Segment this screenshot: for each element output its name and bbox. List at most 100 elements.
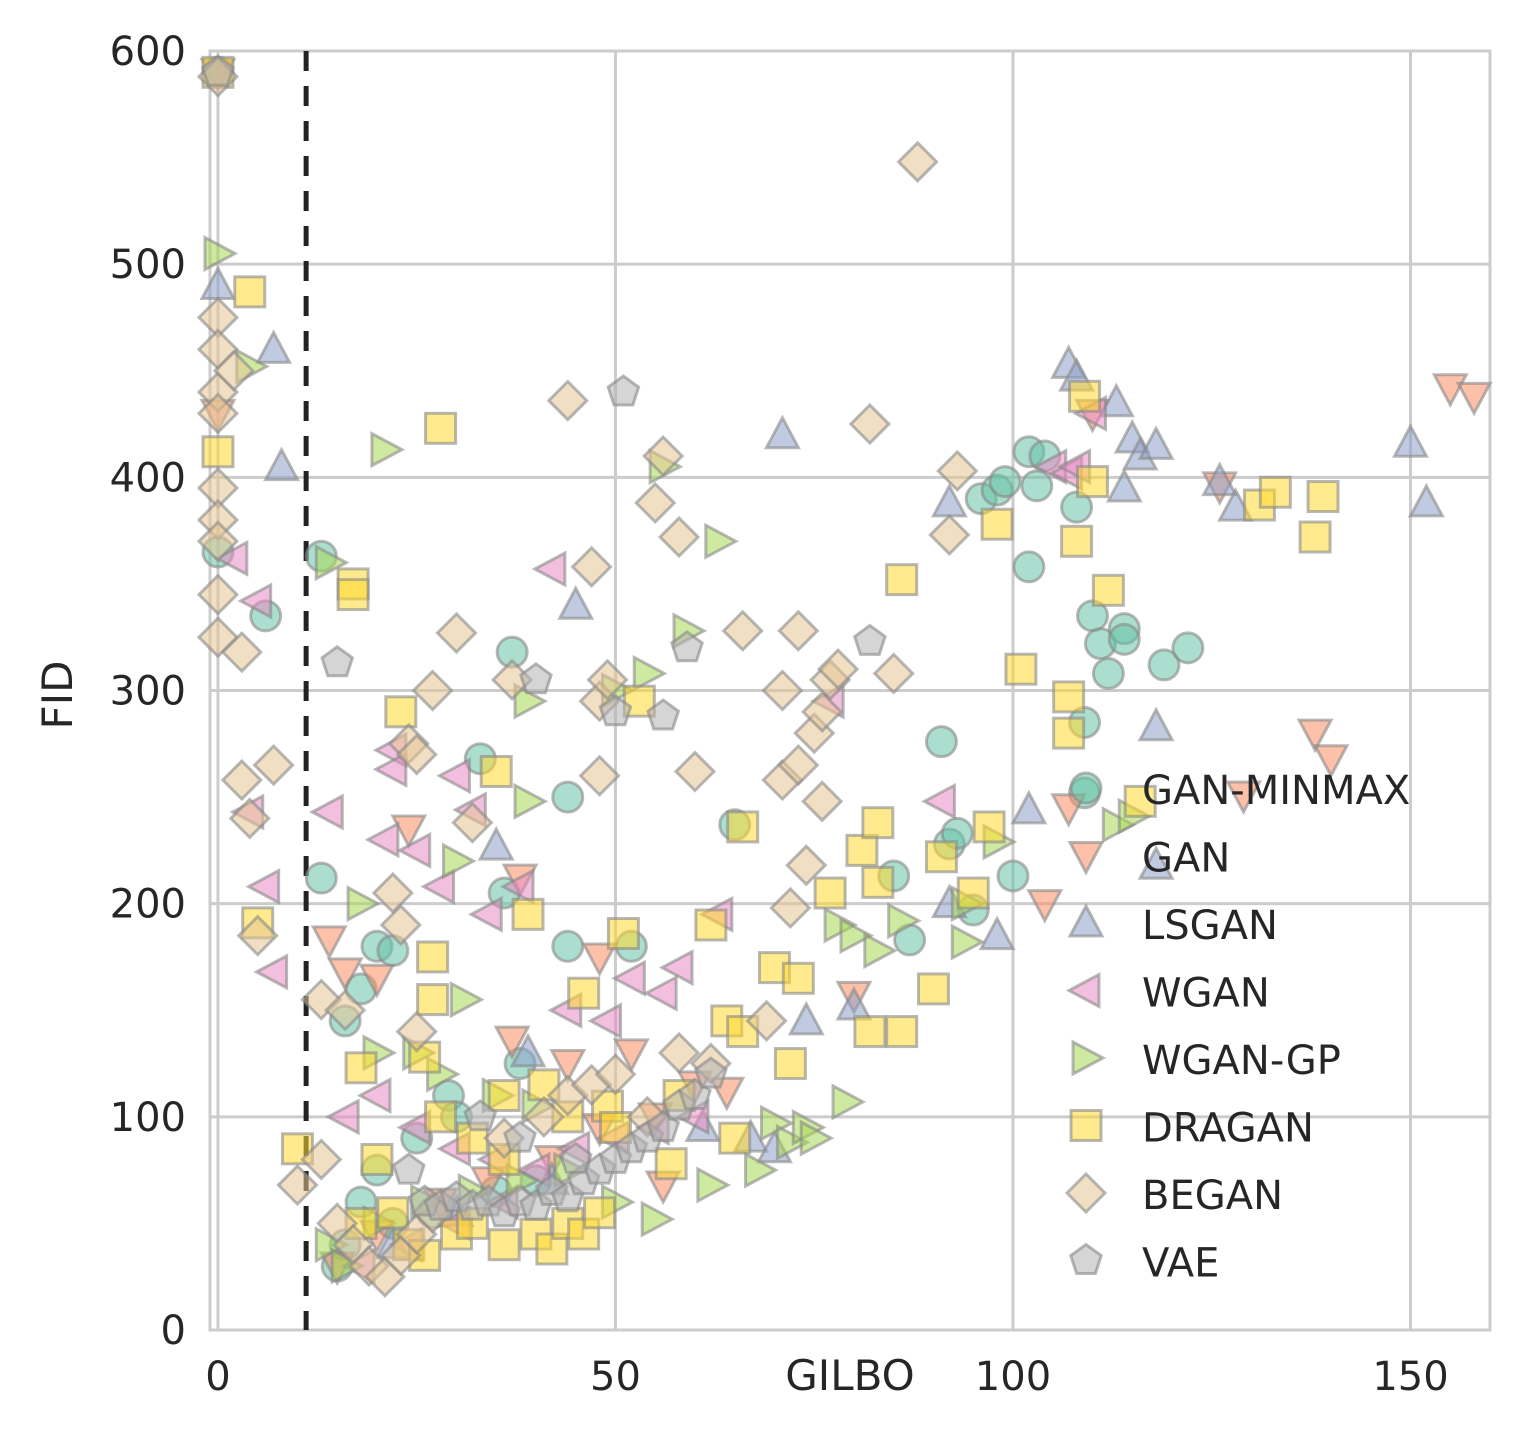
data-point [358, 963, 396, 999]
data-point [1137, 845, 1175, 880]
data-point [594, 1053, 637, 1096]
legend-label: GAN-MINMAX [1142, 768, 1410, 814]
data-point [598, 693, 633, 727]
legend-label: WGAN [1142, 971, 1270, 1017]
data-point [1123, 784, 1157, 818]
data-point [395, 1010, 438, 1053]
legend-marker [1071, 1039, 1107, 1077]
legend-item: BEGAN [1064, 1171, 1283, 1219]
data-point [479, 755, 513, 789]
legend-item: GAN-MINMAX [1069, 768, 1410, 814]
y-tick-label: 100 [110, 1095, 186, 1141]
data-point [612, 1038, 650, 1074]
data-point [396, 831, 432, 869]
data-point [950, 923, 986, 961]
data-point [611, 959, 646, 997]
data-point [1306, 480, 1340, 514]
y-tick-labels: 0 100 200 300 400 500 600 [110, 29, 186, 1354]
legend-label: VAE [1142, 1241, 1219, 1287]
data-point [570, 545, 613, 588]
data-point [463, 1098, 498, 1132]
data-point [587, 1002, 623, 1040]
data-point [694, 908, 728, 942]
data-point [785, 844, 828, 887]
y-tick-label: 0 [161, 1308, 186, 1354]
data-point [1091, 573, 1125, 607]
data-point [220, 758, 263, 802]
data-point [1075, 465, 1109, 499]
series-vae [200, 54, 887, 1228]
data-point [468, 895, 503, 933]
data-point [441, 842, 477, 880]
x-tick-label: 0 [205, 1354, 230, 1400]
data-points [196, 54, 1493, 1298]
data-point [416, 940, 450, 974]
data-point [924, 840, 958, 874]
plot-frame [208, 49, 1492, 1332]
data-point [1258, 475, 1292, 509]
data-point [861, 806, 895, 840]
data-point [972, 810, 1006, 844]
data-point [384, 695, 418, 729]
data-point [326, 957, 364, 993]
data-point [634, 481, 677, 525]
data-point [1010, 789, 1048, 825]
data-point [781, 961, 815, 995]
x-axis-title: GILBO [785, 1351, 914, 1400]
data-point [1137, 706, 1175, 742]
data-point [673, 750, 717, 793]
data-point [1097, 382, 1135, 418]
data-point [228, 797, 271, 840]
legend-marker [1069, 771, 1103, 805]
legend-label: GAN [1142, 836, 1230, 882]
data-point [1004, 652, 1038, 686]
data-point [1171, 631, 1205, 665]
data-point [557, 585, 595, 620]
legend-label: LSGAN [1142, 903, 1278, 949]
y-tick-label: 400 [110, 455, 186, 501]
data-point [606, 917, 640, 951]
x-tick-label: 100 [975, 1354, 1051, 1400]
data-point [654, 1147, 688, 1181]
data-point [255, 329, 293, 364]
data-point [658, 949, 694, 987]
data-point [567, 976, 601, 1010]
data-point [996, 859, 1030, 893]
data-point [980, 507, 1014, 541]
data-point [356, 1077, 392, 1115]
data-point [424, 411, 458, 445]
data-point [200, 54, 235, 87]
data-point [324, 989, 367, 1032]
data-point [424, 1100, 458, 1134]
data-point [921, 782, 956, 820]
data-point [718, 1121, 752, 1155]
legend-item: GAN [1067, 836, 1230, 882]
data-point [304, 861, 338, 895]
data-point [203, 235, 239, 273]
data-point [861, 865, 895, 899]
data-point [696, 1166, 732, 1204]
legend-marker [1069, 1109, 1103, 1142]
data-point [646, 698, 681, 731]
legend-marker [1064, 1171, 1108, 1215]
data-point [196, 573, 240, 616]
data-point [853, 1015, 887, 1049]
data-point [1107, 622, 1141, 656]
data-point [872, 652, 915, 695]
data-point [845, 833, 879, 867]
data-point [236, 914, 279, 957]
data-point [212, 349, 255, 392]
y-tick-label: 300 [110, 669, 186, 715]
data-point [411, 669, 454, 712]
legend: GAN-MINMAX GAN LSGAN WGAN WGAN-GP DRAGAN BEGAN… [1064, 768, 1410, 1287]
data-point [799, 1119, 835, 1157]
data-point [1026, 889, 1064, 924]
data-point [487, 1228, 521, 1262]
legend-item: WGAN [1065, 971, 1270, 1017]
data-point [1020, 469, 1054, 503]
data-point [551, 780, 585, 814]
data-point [839, 917, 875, 955]
data-point [813, 876, 847, 910]
data-point [551, 929, 585, 963]
data-point [276, 1163, 319, 1207]
